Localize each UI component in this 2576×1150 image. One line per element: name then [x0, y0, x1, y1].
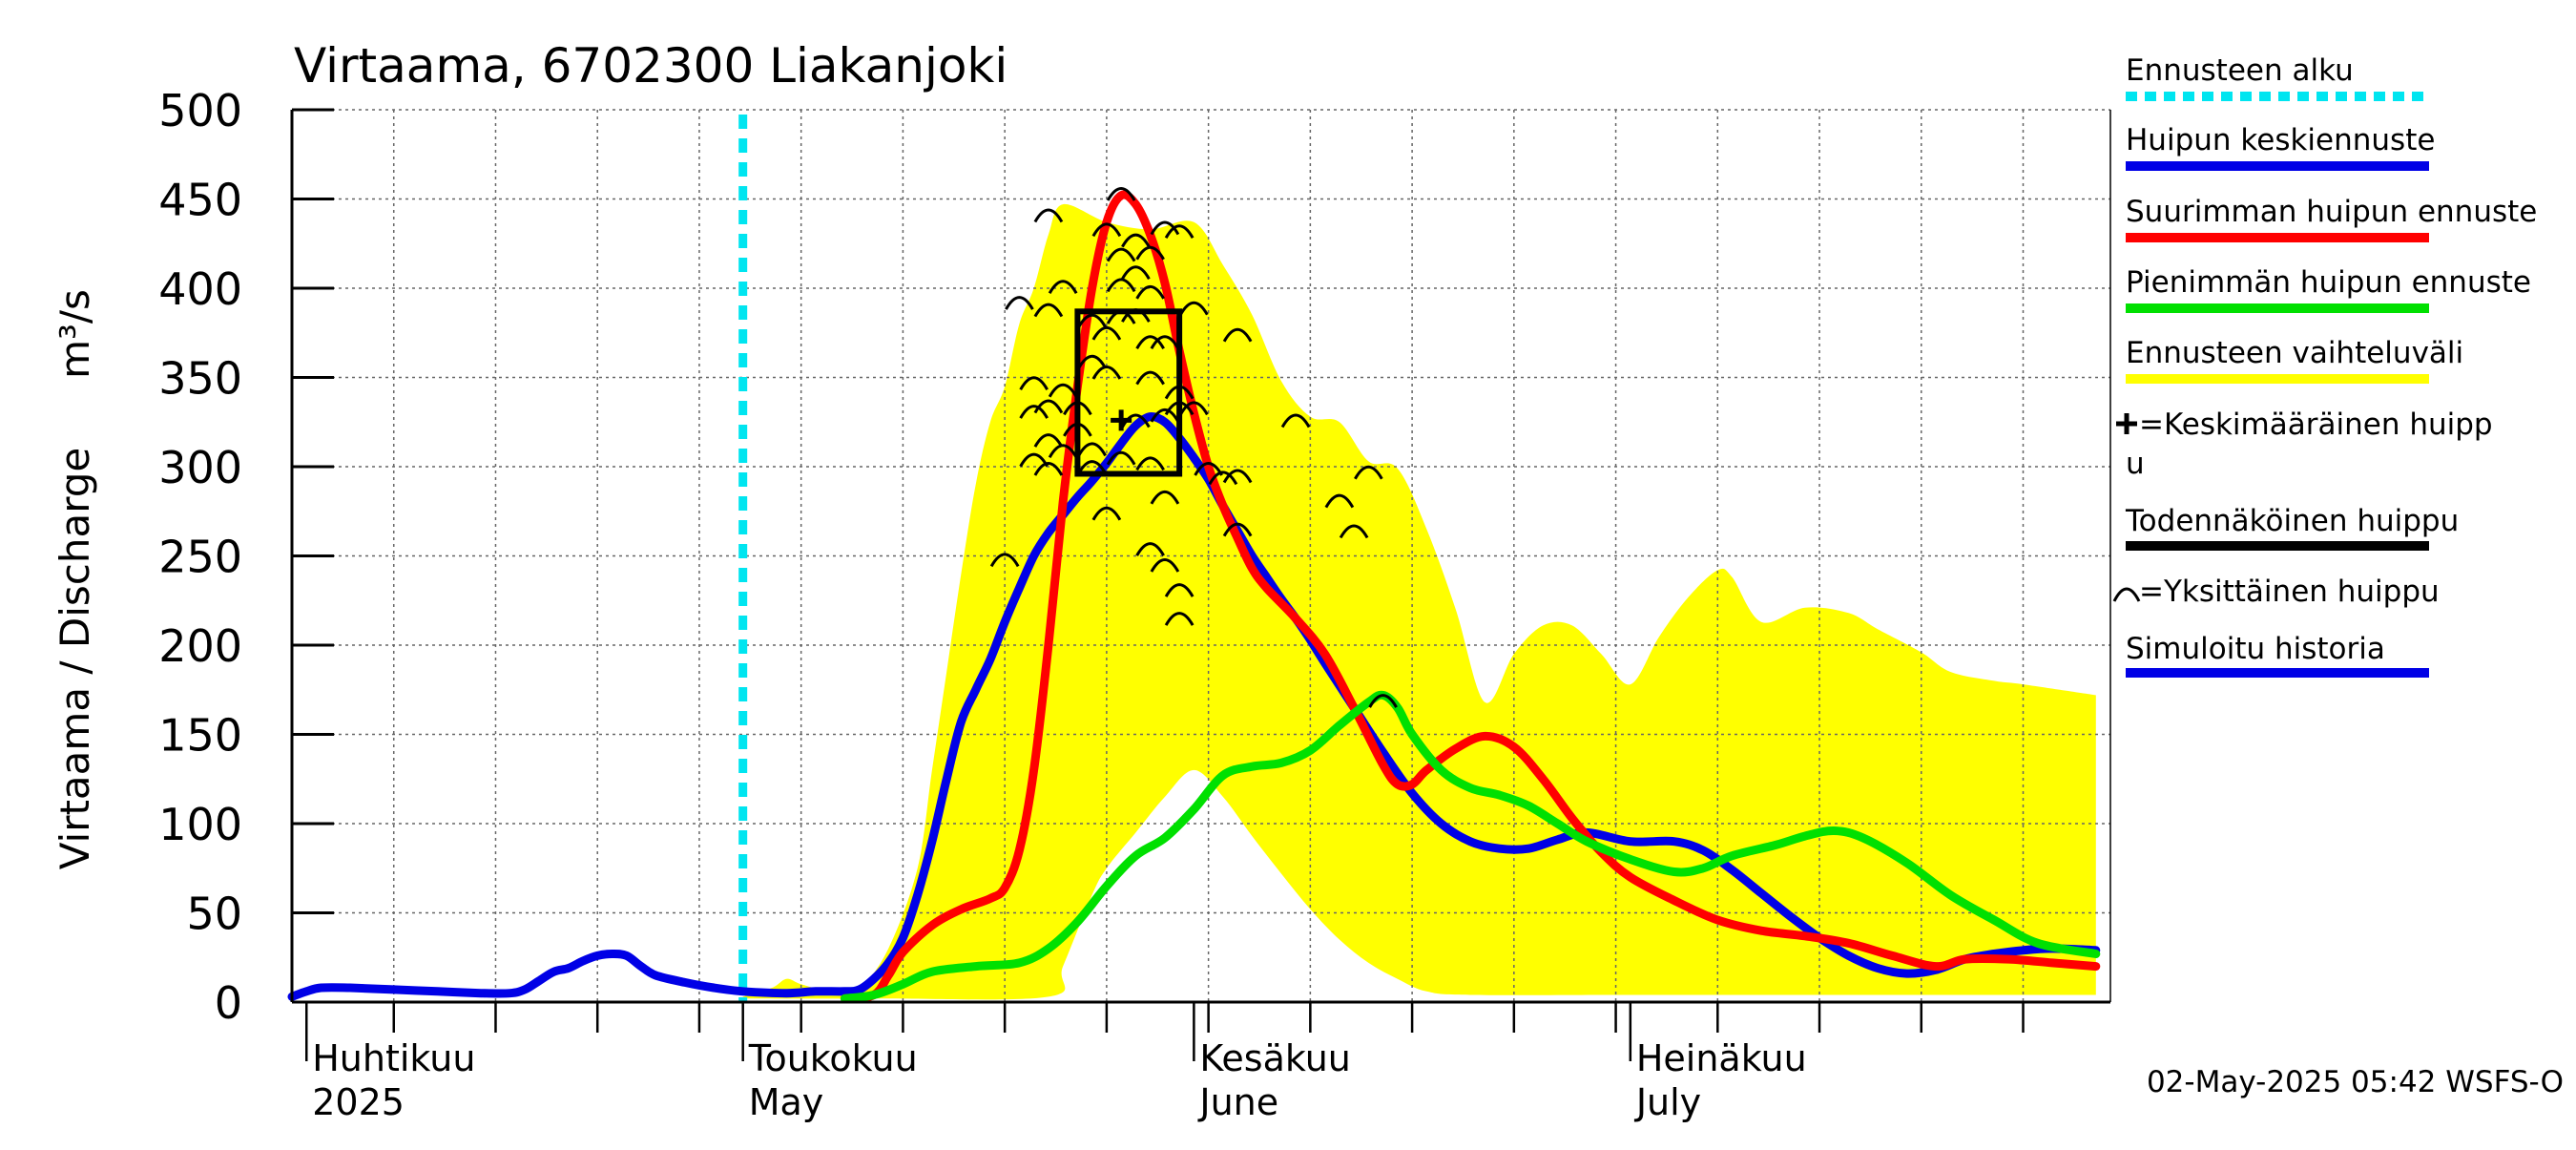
single-peak-mark: [1164, 583, 1195, 597]
single-peak-mark: [1135, 456, 1165, 471]
legend-mean-peak-label-cont: u: [2126, 447, 2145, 481]
single-peak-mark: [1135, 542, 1165, 556]
legend-mean-peak-symbol: [2116, 413, 2137, 434]
single-peak-mark: [1179, 301, 1209, 316]
probable-peak-box: [1074, 308, 1183, 477]
month-sublabel: July: [1634, 1081, 1701, 1123]
month-label: Kesäkuu: [1199, 1037, 1351, 1079]
month-sublabel: May: [749, 1081, 824, 1123]
single-peak-mark: [1150, 220, 1180, 236]
month-sublabel: June: [1197, 1081, 1278, 1123]
mean-peak-mark: [1111, 409, 1132, 431]
y-tick-label: 200: [158, 620, 242, 672]
single-peak-mark: [1150, 490, 1180, 505]
month-sublabel: 2025: [312, 1081, 405, 1123]
single-peak-mark: [1121, 265, 1151, 281]
single-peak-mark: [1033, 303, 1064, 318]
single-peak-mark: [1091, 222, 1122, 238]
y-tick-label: 300: [158, 442, 242, 493]
single-peak-mark: [1033, 462, 1064, 476]
month-label: Heinäkuu: [1636, 1037, 1807, 1079]
single-peak-mark: [1091, 325, 1122, 341]
single-peak-mark: [1135, 370, 1165, 386]
timestamp-label: 02-May-2025 05:42 WSFS-O: [2147, 1065, 2564, 1099]
single-peak-mark: [1164, 224, 1195, 240]
min-peak-forecast-line: [840, 690, 2101, 1003]
single-peak-mark: [1354, 465, 1383, 480]
legend-mean-peak-label: =Keskimääräinen huipp: [2139, 408, 2493, 442]
single-peak-mark: [1222, 327, 1253, 343]
single-peak-mark: [1121, 413, 1151, 429]
single-peak-mark: [1150, 558, 1180, 573]
axes-frame-layer: 0 50 100 150 200 250 300 350 400 450 500 Huhtikuu20…: [52, 85, 2111, 1123]
single-peak-mark: [1280, 413, 1311, 429]
y-tick-label: 450: [158, 175, 242, 226]
single-peak-mark: [1208, 470, 1238, 486]
single-peak-mark: [1222, 469, 1253, 484]
legend-history-label: Simuloitu historia: [2126, 632, 2385, 666]
single-peak-mark: [1048, 280, 1078, 295]
single-peak-mark: [1106, 450, 1136, 466]
legend-single-peak-symbol: [2112, 587, 2141, 602]
single-peak-mark: [1135, 284, 1165, 300]
legend-mean-peak-forecast-label: Huipun keskiennuste: [2126, 123, 2435, 157]
single-peak-mark: [1135, 245, 1165, 261]
single-peak-mark: [1106, 247, 1136, 262]
single-peak-mark: [1077, 313, 1107, 328]
legend-range-label: Ennusteen vaihteluväli: [2126, 336, 2463, 370]
single-peak-mark: [1368, 694, 1398, 708]
chart-title: Virtaama, 6702300 Liakanjoki: [294, 38, 1008, 94]
y-tick-label: 100: [158, 799, 242, 850]
single-peak-mark: [1005, 296, 1034, 310]
legend: Ennusteen alku Huipun keskiennuste Suurimm…: [2112, 53, 2537, 678]
month-label: Huhtikuu: [312, 1037, 475, 1079]
y-tick-label: 350: [158, 353, 242, 405]
single-peak-mark: [989, 553, 1020, 568]
legend-max-peak-forecast-label: Suurimman huipun ennuste: [2126, 195, 2537, 229]
single-peak-mark: [1033, 399, 1064, 414]
single-peak-mark: [1121, 233, 1151, 248]
single-peak-mark: [1077, 442, 1107, 457]
single-peak-mark: [1106, 278, 1136, 293]
y-axis-label: Virtaama / Discharge: [52, 448, 98, 870]
single-peak-mark: [1324, 493, 1355, 509]
month-label: Toukokuu: [748, 1037, 918, 1079]
single-peak-mark: [1033, 208, 1064, 223]
legend-min-peak-forecast-label: Pienimmän huipun ennuste: [2126, 265, 2531, 300]
single-peak-mark: [1150, 335, 1180, 349]
y-axis-unit: m³/s: [52, 289, 98, 379]
forecast-range-band: [742, 203, 2096, 1000]
single-peak-mark: [1106, 187, 1136, 201]
y-tick-label: 50: [186, 889, 242, 940]
single-peaks-layer: [989, 187, 1398, 708]
y-tick-label: 150: [158, 710, 242, 762]
y-tick-label: 250: [158, 532, 242, 583]
forecast-range-band-layer: [742, 203, 2096, 1000]
single-peak-mark: [1222, 522, 1253, 537]
legend-single-peak-label: =Yksittäinen huippu: [2139, 575, 2440, 609]
y-tick-label: 400: [158, 263, 242, 315]
single-peak-mark: [1164, 612, 1195, 626]
single-peak-mark: [1339, 524, 1369, 539]
single-peak-mark: [1150, 408, 1180, 423]
legend-forecast-start-label: Ennusteen alku: [2126, 53, 2354, 88]
single-peak-mark: [1179, 401, 1209, 416]
single-peak-mark: [1019, 405, 1049, 419]
single-peak-mark: [1077, 460, 1107, 474]
y-tick-label: 0: [215, 977, 242, 1029]
single-peak-mark: [1033, 433, 1064, 448]
single-peak-mark: [1077, 354, 1107, 369]
single-peak-mark: [1048, 383, 1078, 398]
single-peak-mark: [1019, 376, 1049, 390]
single-peak-mark: [1135, 335, 1165, 349]
single-peak-mark: [1091, 366, 1122, 380]
y-tick-label: 500: [158, 85, 242, 136]
legend-probable-peak-label: Todennäköinen huippu: [2125, 504, 2459, 538]
single-peak-mark: [1048, 444, 1078, 459]
max-peak-forecast-line: [840, 190, 2101, 1003]
single-peak-mark: [1091, 506, 1122, 521]
